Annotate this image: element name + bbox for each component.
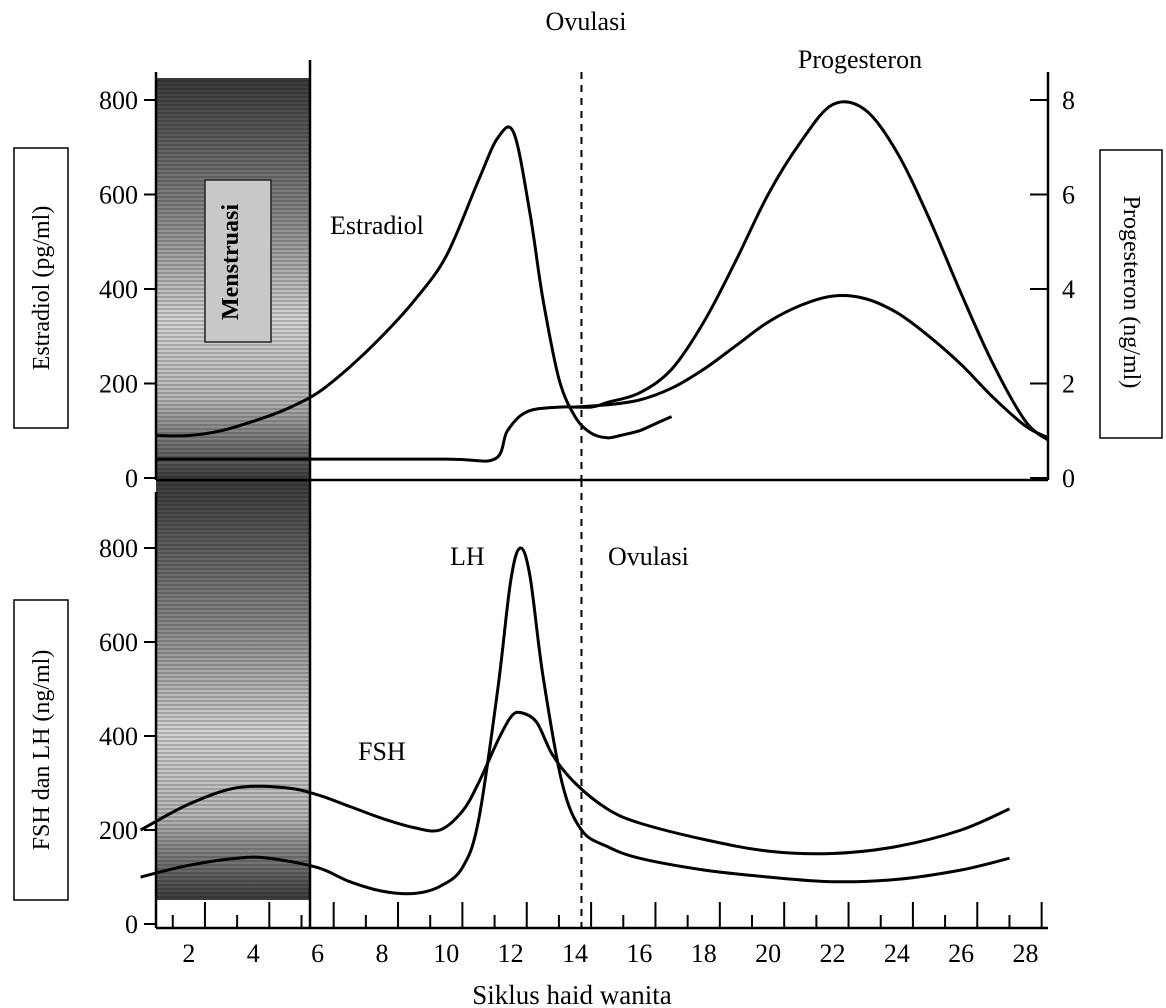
ytick-label-right-2: 2 bbox=[1062, 370, 1075, 399]
estradiol-annotation: Estradiol bbox=[330, 211, 424, 240]
left-y-label-bottom: FSH dan LH (ng/ml) bbox=[13, 599, 69, 901]
xtick-label-12: 12 bbox=[498, 939, 524, 968]
x-axis-label: Siklus haid wanita bbox=[472, 980, 671, 1008]
xtick-label-8: 8 bbox=[375, 939, 388, 968]
ytick-label-bottom-800: 800 bbox=[99, 534, 138, 563]
ytick-label-left-0: 0 bbox=[125, 464, 138, 493]
lh-annotation: LH bbox=[450, 542, 485, 571]
ytick-label-right-8: 8 bbox=[1062, 86, 1075, 115]
ytick-label-right-0: 0 bbox=[1062, 464, 1075, 493]
estradiol-axis-label: Estradiol (pg/ml) bbox=[29, 206, 55, 371]
progesteron-label-box bbox=[1099, 149, 1163, 439]
menstruation-label: Menstruasi bbox=[218, 204, 244, 320]
ytick-label-left-800: 800 bbox=[99, 86, 138, 115]
progesteron-axis-label: Progesteron (ng/ml) bbox=[1118, 196, 1144, 389]
estradiol-label-box bbox=[13, 147, 69, 429]
xtick-label-10: 10 bbox=[433, 939, 459, 968]
progesteron-annotation: Progesteron bbox=[798, 45, 922, 74]
xtick-label-14: 14 bbox=[562, 939, 588, 968]
left-y-label-top: Estradiol (pg/ml) bbox=[13, 147, 69, 429]
top-right-axis-ticks: 0 2 4 6 8 bbox=[1030, 86, 1075, 493]
menstruation-label-box bbox=[204, 179, 272, 343]
xtick-label-20: 20 bbox=[755, 939, 781, 968]
ytick-label-bottom-400: 400 bbox=[99, 722, 138, 751]
xtick-label-28: 28 bbox=[1013, 939, 1039, 968]
xtick-label-26: 26 bbox=[948, 939, 974, 968]
bottom-x-axis-ticks: 2 4 6 8 10 12 14 16 18 20 22 24 26 28 bbox=[171, 902, 1043, 968]
top-left-axis-ticks: 0 200 400 600 800 bbox=[99, 86, 156, 493]
series-lines bbox=[139, 100, 1050, 896]
ytick-label-bottom-0: 0 bbox=[125, 910, 138, 939]
xtick-label-22: 22 bbox=[819, 939, 845, 968]
bottom-y-axis-ticks: 0 200 400 600 800 bbox=[99, 534, 156, 939]
xtick-label-24: 24 bbox=[884, 939, 910, 968]
series-line-fsh bbox=[139, 710, 1011, 856]
xtick-label-4: 4 bbox=[247, 939, 260, 968]
ytick-label-left-600: 600 bbox=[99, 181, 138, 210]
axes bbox=[154, 60, 1050, 930]
xtick-label-18: 18 bbox=[691, 939, 717, 968]
ytick-label-bottom-200: 200 bbox=[99, 816, 138, 845]
ytick-label-left-200: 200 bbox=[99, 370, 138, 399]
menstruation-band: Menstruasi bbox=[156, 78, 310, 900]
series-line-estradiol-0 bbox=[156, 125, 673, 440]
fsh-lh-label-box bbox=[13, 599, 69, 901]
xtick-label-6: 6 bbox=[311, 939, 324, 968]
series-line-lh bbox=[140, 546, 1010, 896]
ovulation-bottom-annotation: Ovulasi bbox=[608, 542, 689, 571]
xtick-label-2: 2 bbox=[182, 939, 195, 968]
ytick-label-right-6: 6 bbox=[1062, 181, 1075, 210]
ovulation-top-label: Ovulasi bbox=[546, 7, 627, 36]
ytick-label-bottom-600: 600 bbox=[99, 628, 138, 657]
series-line-unlabeled-2 bbox=[574, 294, 1049, 440]
right-y-label-top: Progesteron (ng/ml) bbox=[1099, 149, 1163, 439]
ytick-label-right-4: 4 bbox=[1062, 275, 1075, 304]
fsh-annotation: FSH bbox=[358, 737, 406, 766]
fsh-lh-axis-label: FSH dan LH (ng/ml) bbox=[29, 650, 55, 851]
menstruation-band-bottom-texture bbox=[156, 480, 310, 900]
series-line-progesteron-1 bbox=[156, 100, 1050, 463]
ytick-label-left-400: 400 bbox=[99, 275, 138, 304]
xtick-label-16: 16 bbox=[626, 939, 652, 968]
